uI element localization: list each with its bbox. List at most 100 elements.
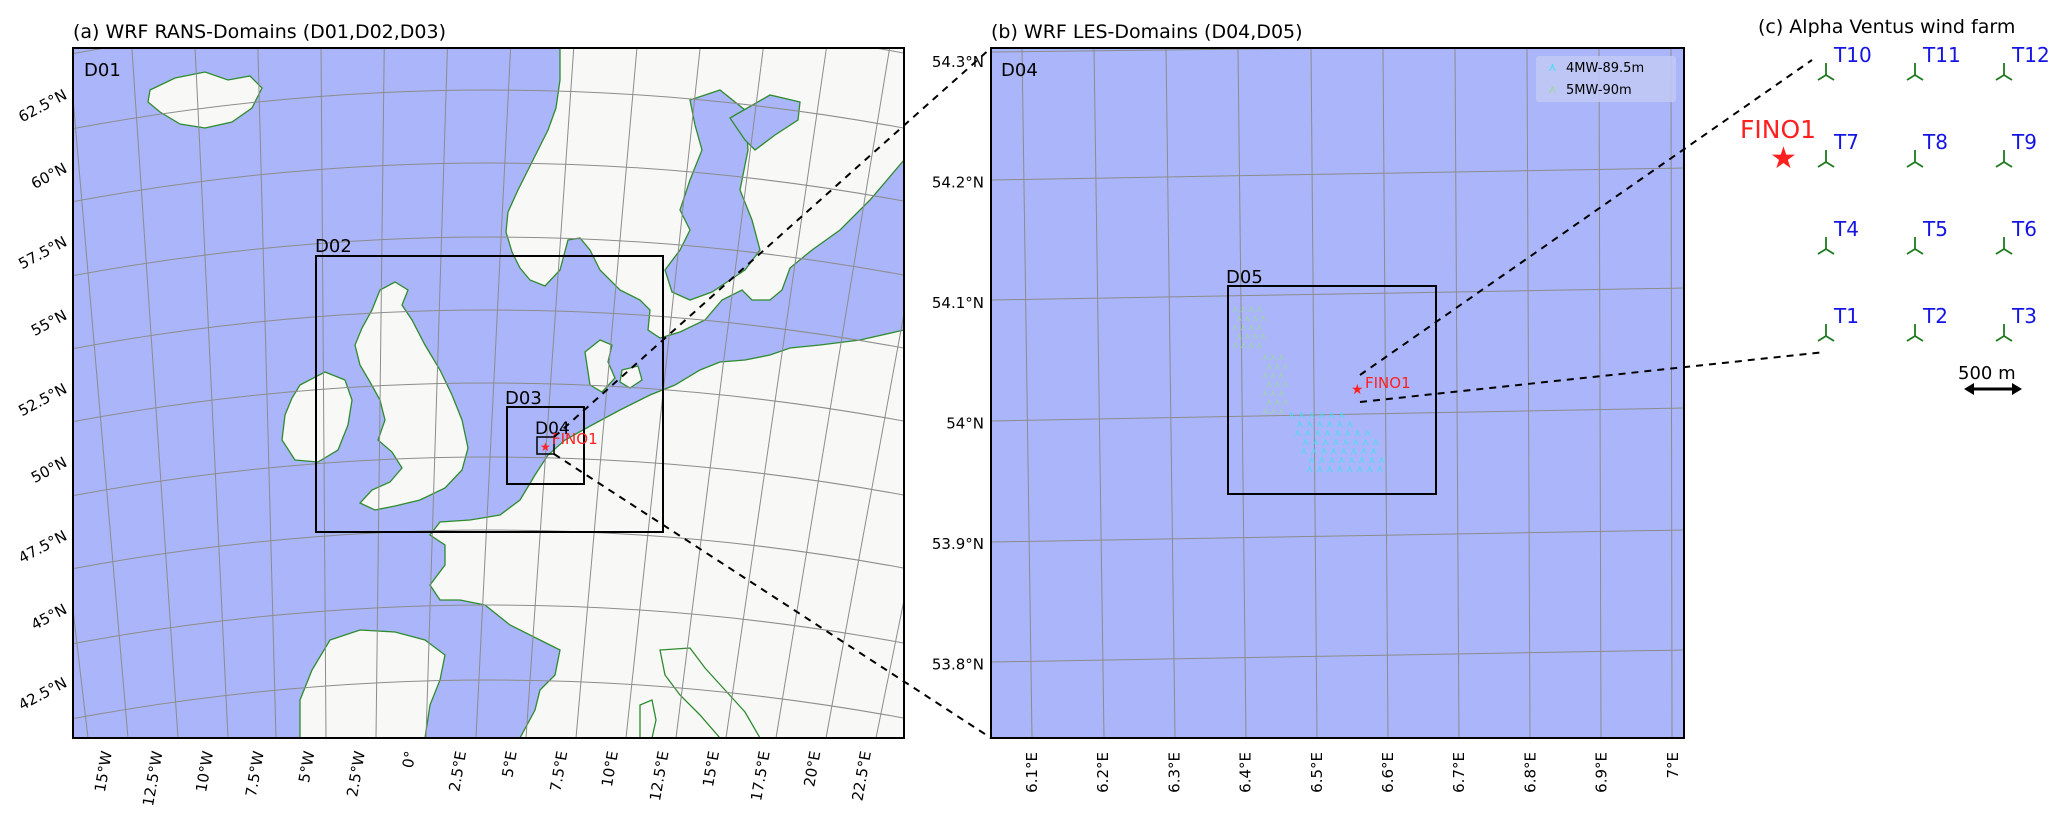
turbine-4mw: ⋏ — [1340, 446, 1347, 457]
turbine-4mw: ⋏ — [1378, 455, 1385, 466]
turbine-4mw: ⋏ — [1322, 437, 1329, 448]
turbine-5mw: ⋏ — [1274, 380, 1281, 390]
label-d03: D03 — [505, 388, 542, 409]
label-fino-b: FINO1 — [1365, 374, 1411, 392]
turbine-4mw: ⋏ — [1360, 446, 1367, 457]
domain-d03-box — [506, 406, 585, 485]
turbine-4mw: ⋏ — [1314, 428, 1321, 439]
lon-tick-label: 6.7°E — [1450, 752, 1468, 793]
turbine-4mw: ⋏ — [1326, 464, 1333, 475]
fino-star-c: ★ — [1770, 141, 1797, 176]
turbine-5mw: ⋏ — [1262, 371, 1269, 381]
turbine-4mw: ⋏ — [1344, 428, 1351, 439]
turbine-4mw: ⋏ — [1318, 410, 1325, 421]
turbine-4mw: ⋏ — [1346, 419, 1353, 430]
turbine-label: T8 — [1922, 130, 1948, 154]
fino-label-c: FINO1 — [1740, 115, 1816, 144]
turbine-5mw: ⋏ — [1260, 314, 1267, 324]
scale-label: 500 m — [1958, 363, 2016, 384]
lon-tick-label: 6.5°E — [1308, 752, 1326, 793]
turbine-4mw: ⋏ — [1336, 419, 1343, 430]
turbine-4mw: ⋏ — [1308, 455, 1315, 466]
turbine-4mw: ⋏ — [1332, 437, 1339, 448]
lat-tick-label: 45°N — [28, 600, 70, 634]
lat-tick-label: 55°N — [28, 306, 70, 340]
lon-tick-label: 7.5°W — [242, 749, 268, 798]
turbine-label: T3 — [2011, 304, 2037, 328]
turbine-5mw: ⋏ — [1232, 341, 1239, 351]
panel-a-frame — [72, 47, 905, 739]
lon-tick-label: 7°E — [1664, 752, 1682, 779]
turbine-5mw: ⋏ — [1244, 314, 1251, 324]
turbine-5mw: ⋏ — [1270, 389, 1277, 399]
turbine-4mw: ⋏ — [1370, 446, 1377, 457]
lat-tick-label: 54.3°N — [932, 53, 984, 71]
lon-tick-label: 20°E — [800, 750, 824, 789]
turbine-4mw: ⋏ — [1308, 410, 1315, 421]
turbine-icon — [1906, 63, 1924, 81]
turbine-5mw: ⋏ — [1248, 323, 1255, 333]
fino-star-a: ★ — [540, 440, 551, 454]
great-britain — [354, 281, 469, 511]
iceland — [147, 71, 263, 129]
panel-b-title: (b) WRF LES-Domains (D04,D05) — [991, 21, 1303, 43]
turbine-5mw: ⋏ — [1256, 305, 1263, 315]
domain-d04-box — [536, 436, 555, 455]
turbine-4mw: ⋏ — [1318, 455, 1325, 466]
label-d04: D04 — [535, 419, 570, 439]
lon-tick-label: 6.1°E — [1023, 752, 1041, 793]
turbine-icon — [1817, 237, 1835, 255]
legend-5mw-label: 5MW-90m — [1566, 83, 1632, 98]
turbine-4mw: ⋏ — [1306, 419, 1313, 430]
turbine-4mw: ⋏ — [1376, 464, 1383, 475]
turbine-5mw: ⋏ — [1260, 332, 1267, 342]
lon-tick-label: 15°W — [91, 749, 116, 793]
lon-tick-label: 22.5°E — [848, 750, 874, 803]
turbine-5mw: ⋏ — [1232, 305, 1239, 315]
turbine-4mw: ⋏ — [1338, 410, 1345, 421]
lat-tick-label: 54.1°N — [932, 294, 984, 312]
turbine-label: T1 — [1833, 304, 1859, 328]
lat-tick-label: 47.5°N — [15, 527, 69, 567]
turbine-5mw: ⋏ — [1236, 332, 1243, 342]
baltic-sea — [664, 89, 761, 301]
panel-b-sea — [991, 48, 1684, 738]
turbine-4mw: ⋏ — [1336, 464, 1343, 475]
turbine-4mw: ⋏ — [1352, 437, 1359, 448]
turbine-5mw: ⋏ — [1240, 341, 1247, 351]
turbine-5mw: ⋏ — [1252, 314, 1259, 324]
turbine-5mw: ⋏ — [1270, 407, 1277, 417]
panel-c: (c) Alpha Ventus wind farm FINO1 ★ T10 T1… — [1740, 16, 2050, 395]
lon-tick-label: 2.5°E — [445, 750, 470, 793]
panel-b-lon-tick-labels: 6.1°E 6.2°E 6.3°E 6.4°E 6.5°E 6.6°E 6.7°E 6.8°E… — [1023, 752, 1682, 793]
turbine-5mw: ⋏ — [1278, 371, 1285, 381]
turbine-5mw: ⋏ — [1266, 362, 1273, 372]
turbine-4mw: ⋏ — [1310, 446, 1317, 457]
turbine-5mw: ⋏ — [1282, 398, 1289, 408]
domain-d05-box — [1227, 285, 1437, 495]
turbine-4mw: ⋏ — [1334, 428, 1341, 439]
turbine-label: T10 — [1833, 43, 1872, 67]
turbine-icon — [1995, 324, 2013, 342]
turbine-4mw: ⋏ — [1338, 455, 1345, 466]
turbine-4mw: ⋏ — [1288, 410, 1295, 421]
turbine-icon — [1995, 63, 2013, 81]
turbine-5mw: ⋏ — [1262, 407, 1269, 417]
lat-tick-label: 60°N — [28, 159, 70, 193]
turbine-4mw: ⋏ — [1306, 464, 1313, 475]
turbine-4mw: ⋏ — [1362, 437, 1369, 448]
label-d04-b: D04 — [1001, 60, 1038, 81]
turbine-5mw: ⋏ — [1262, 389, 1269, 399]
lon-tick-label: 12.5°W — [139, 749, 166, 807]
turbine-5mw: ⋏ — [1244, 332, 1251, 342]
panel-b-lat-tick-labels: 54.3°N 54.2°N 54.1°N 54°N 53.9°N 53.8°N — [932, 53, 984, 674]
turbine-4mw: ⋏ — [1324, 428, 1331, 439]
fino-star-b: ★ — [1351, 382, 1364, 398]
turbine-4mw: ⋏ — [1350, 446, 1357, 457]
turbine-5mw: ⋏ — [1240, 323, 1247, 333]
lat-tick-label: 54°N — [946, 415, 984, 433]
turbine-icon — [1995, 150, 2013, 168]
turbine-4mw: ⋏ — [1358, 455, 1365, 466]
turbine-label: T9 — [2011, 130, 2037, 154]
